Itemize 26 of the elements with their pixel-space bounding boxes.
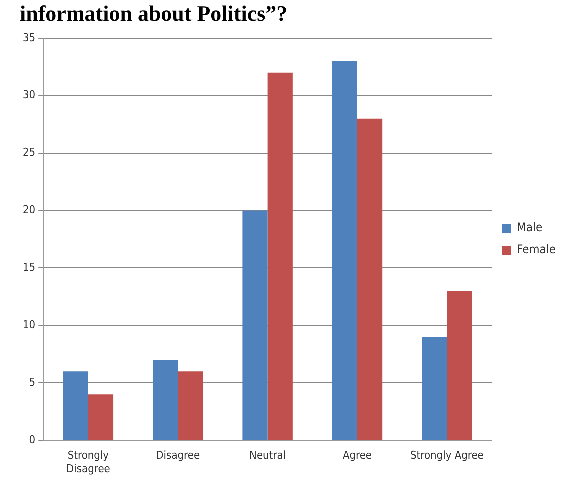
bar: [63, 372, 88, 440]
y-tick-label: 20: [22, 204, 36, 217]
legend-label: Male: [517, 220, 543, 235]
bar: [88, 394, 114, 440]
x-tick-label: Agree: [342, 449, 372, 462]
bar: [178, 372, 204, 440]
bar: [332, 61, 358, 440]
x-tick-label: Disagree: [156, 449, 200, 462]
bar: [357, 118, 383, 440]
bar: [153, 360, 178, 440]
x-tick-label: Strongly Agree: [410, 449, 484, 462]
y-tick-label: 35: [22, 31, 36, 44]
x-tick-label: Neutral: [250, 449, 286, 462]
y-tick-label: 15: [22, 261, 36, 274]
legend-label: Female: [517, 242, 556, 257]
bar: [447, 291, 472, 440]
y-tick-label: 10: [22, 318, 36, 332]
y-tick-label: 0: [29, 433, 36, 446]
x-tick-label: Strongly Disagree: [66, 449, 110, 476]
chart-title: information about Politics”?: [20, 0, 288, 26]
y-tick-label: 5: [29, 376, 36, 389]
y-tick-label: 30: [22, 88, 36, 102]
bar: [422, 337, 448, 440]
bar: [242, 210, 268, 440]
bar: [268, 72, 293, 440]
y-tick-label: 25: [22, 146, 36, 160]
